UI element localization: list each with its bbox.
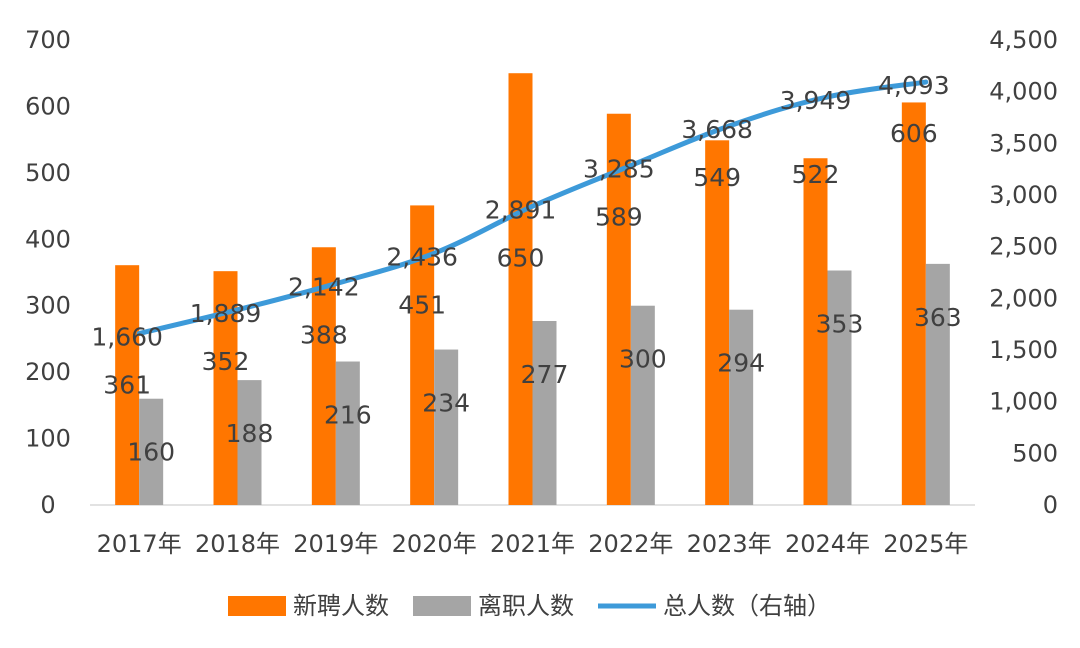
bar-new-hires — [606, 113, 631, 505]
label-new-hires: 361 — [103, 370, 151, 399]
x-tick-label: 2022年 — [588, 530, 673, 558]
label-total: 1,660 — [91, 322, 163, 351]
bar-new-hires — [705, 140, 730, 506]
label-departures: 294 — [717, 349, 765, 378]
label-total: 3,668 — [681, 115, 753, 144]
bars — [115, 73, 950, 506]
total-line — [136, 79, 929, 336]
left-tick-label: 200 — [25, 358, 71, 386]
label-departures: 160 — [127, 438, 175, 467]
bar-departures — [925, 263, 950, 505]
label-new-hires: 451 — [398, 290, 446, 319]
data-labels: 361 160 1,660 352 188 1,889 388 216 2,142 451 234 2… — [91, 71, 961, 467]
label-total: 2,891 — [485, 195, 557, 224]
bar-departures — [532, 320, 557, 505]
label-departures: 234 — [422, 389, 470, 418]
bar-new-hires — [508, 73, 533, 505]
label-departures: 277 — [521, 360, 569, 389]
right-tick-label: 0 — [1043, 491, 1058, 519]
right-tick-label: 3,500 — [989, 129, 1058, 157]
legend-swatch-new-hires — [228, 596, 286, 616]
x-tick-label: 2018年 — [195, 530, 280, 558]
total-headcount-line — [136, 79, 929, 336]
legend: 新聘人数 离职人数 总人数（右轴） — [228, 592, 831, 620]
bar-departures — [434, 349, 459, 505]
label-total: 2,436 — [386, 242, 458, 271]
x-tick-label: 2017年 — [97, 530, 182, 558]
label-new-hires: 549 — [693, 163, 741, 192]
label-departures: 188 — [226, 419, 274, 448]
label-departures: 363 — [914, 303, 962, 332]
label-departures: 300 — [619, 345, 667, 374]
bar-departures — [729, 309, 754, 505]
right-tick-label: 1,000 — [989, 388, 1058, 416]
right-tick-label: 1,500 — [989, 336, 1058, 364]
right-tick-label: 2,000 — [989, 284, 1058, 312]
left-tick-label: 400 — [25, 225, 71, 253]
right-tick-label: 4,500 — [989, 26, 1058, 54]
left-tick-label: 600 — [25, 92, 71, 120]
right-tick-label: 4,000 — [989, 78, 1058, 106]
bar-new-hires — [901, 102, 926, 505]
x-tick-label: 2021年 — [490, 530, 575, 558]
left-tick-label: 0 — [40, 491, 55, 519]
label-total: 3,949 — [780, 86, 852, 115]
label-total: 4,093 — [878, 71, 950, 100]
label-new-hires: 388 — [300, 321, 348, 350]
left-tick-label: 300 — [25, 292, 71, 320]
left-tick-label: 100 — [25, 425, 71, 453]
right-tick-label: 3,000 — [989, 181, 1058, 209]
right-tick-label: 2,500 — [989, 233, 1058, 261]
x-tick-label: 2023年 — [687, 530, 772, 558]
bar-new-hires — [115, 265, 140, 505]
x-tick-label: 2024年 — [785, 530, 870, 558]
label-new-hires: 352 — [202, 347, 250, 376]
label-departures: 216 — [324, 401, 372, 430]
label-new-hires: 522 — [792, 160, 840, 189]
legend-label-departures: 离职人数 — [478, 592, 574, 620]
label-departures: 353 — [816, 310, 864, 339]
legend-swatch-departures — [413, 596, 471, 616]
bar-departures — [237, 380, 262, 505]
left-tick-label: 700 — [25, 26, 71, 54]
bar-departures — [827, 270, 852, 505]
bar-departures — [335, 361, 360, 505]
bar-departures — [630, 305, 655, 505]
left-tick-label: 500 — [25, 159, 71, 187]
legend-label-new-hires: 新聘人数 — [293, 592, 389, 620]
x-tick-label: 2025年 — [883, 530, 968, 558]
label-new-hires: 606 — [890, 119, 938, 148]
x-tick-label: 2020年 — [392, 530, 477, 558]
bar-departures — [139, 398, 164, 505]
axes: 0 100 200 300 400 500 600 700 0 500 1,000 1,500 2,00… — [25, 26, 1058, 558]
label-new-hires: 589 — [595, 203, 643, 232]
label-total: 2,142 — [288, 273, 360, 302]
bar-new-hires — [803, 158, 828, 505]
label-total: 1,889 — [190, 299, 262, 328]
right-tick-label: 500 — [1012, 439, 1058, 467]
label-total: 3,285 — [583, 155, 655, 184]
label-new-hires: 650 — [497, 243, 545, 272]
legend-label-total: 总人数（右轴） — [663, 592, 831, 620]
x-tick-label: 2019年 — [293, 530, 378, 558]
